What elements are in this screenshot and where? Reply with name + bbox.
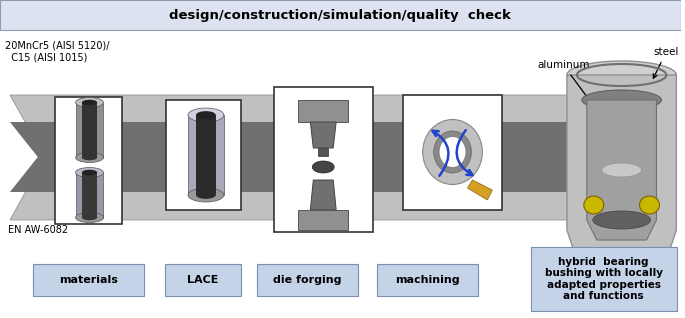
Polygon shape <box>632 137 669 177</box>
Bar <box>75 172 103 218</box>
Bar <box>299 100 348 122</box>
Ellipse shape <box>423 120 482 184</box>
FancyBboxPatch shape <box>531 247 677 311</box>
Polygon shape <box>567 75 676 260</box>
Ellipse shape <box>601 163 642 177</box>
Ellipse shape <box>75 98 103 107</box>
Ellipse shape <box>82 170 97 175</box>
Text: hybrid  bearing
bushing with locally
adapted properties
and functions: hybrid bearing bushing with locally adap… <box>545 257 663 301</box>
Text: steel: steel <box>653 47 679 78</box>
FancyBboxPatch shape <box>273 87 373 232</box>
Ellipse shape <box>196 191 216 199</box>
FancyBboxPatch shape <box>164 264 241 296</box>
Text: 20MnCr5 (AISI 5120)/: 20MnCr5 (AISI 5120)/ <box>5 40 110 50</box>
Ellipse shape <box>640 196 660 214</box>
Bar <box>188 115 224 195</box>
Bar <box>196 115 216 195</box>
Ellipse shape <box>188 108 224 122</box>
Ellipse shape <box>593 211 651 229</box>
Ellipse shape <box>584 196 603 214</box>
Polygon shape <box>467 180 493 200</box>
Bar <box>75 102 103 157</box>
FancyBboxPatch shape <box>55 97 123 224</box>
Ellipse shape <box>75 153 103 162</box>
Bar <box>0 0 682 30</box>
Text: C15 (AISI 1015): C15 (AISI 1015) <box>5 52 88 62</box>
Text: EN AW-6082: EN AW-6082 <box>8 225 68 235</box>
Text: aluminum: aluminum <box>537 60 595 107</box>
Text: design/construction/simulation/quality  check: design/construction/simulation/quality c… <box>169 9 511 22</box>
Polygon shape <box>632 112 671 202</box>
FancyBboxPatch shape <box>33 264 145 296</box>
FancyBboxPatch shape <box>166 100 240 210</box>
Polygon shape <box>310 180 336 210</box>
Ellipse shape <box>582 90 662 110</box>
Polygon shape <box>10 122 634 192</box>
Text: materials: materials <box>59 275 118 285</box>
Ellipse shape <box>75 212 103 223</box>
Text: machining: machining <box>395 275 460 285</box>
Ellipse shape <box>188 188 224 202</box>
Bar <box>82 172 97 218</box>
Ellipse shape <box>567 61 676 89</box>
Bar <box>82 102 97 157</box>
Ellipse shape <box>196 111 216 119</box>
FancyBboxPatch shape <box>377 264 478 296</box>
FancyBboxPatch shape <box>257 264 358 296</box>
Polygon shape <box>587 100 656 240</box>
Ellipse shape <box>75 168 103 177</box>
Ellipse shape <box>434 131 471 173</box>
Bar <box>299 210 348 230</box>
Ellipse shape <box>82 100 97 105</box>
Bar <box>319 148 328 156</box>
Text: die forging: die forging <box>273 275 342 285</box>
Ellipse shape <box>82 215 97 220</box>
Ellipse shape <box>440 137 466 167</box>
Polygon shape <box>10 95 636 220</box>
FancyBboxPatch shape <box>403 95 502 210</box>
Text: LACE: LACE <box>187 275 219 285</box>
Ellipse shape <box>312 161 334 173</box>
Ellipse shape <box>82 155 97 160</box>
Polygon shape <box>310 122 336 148</box>
